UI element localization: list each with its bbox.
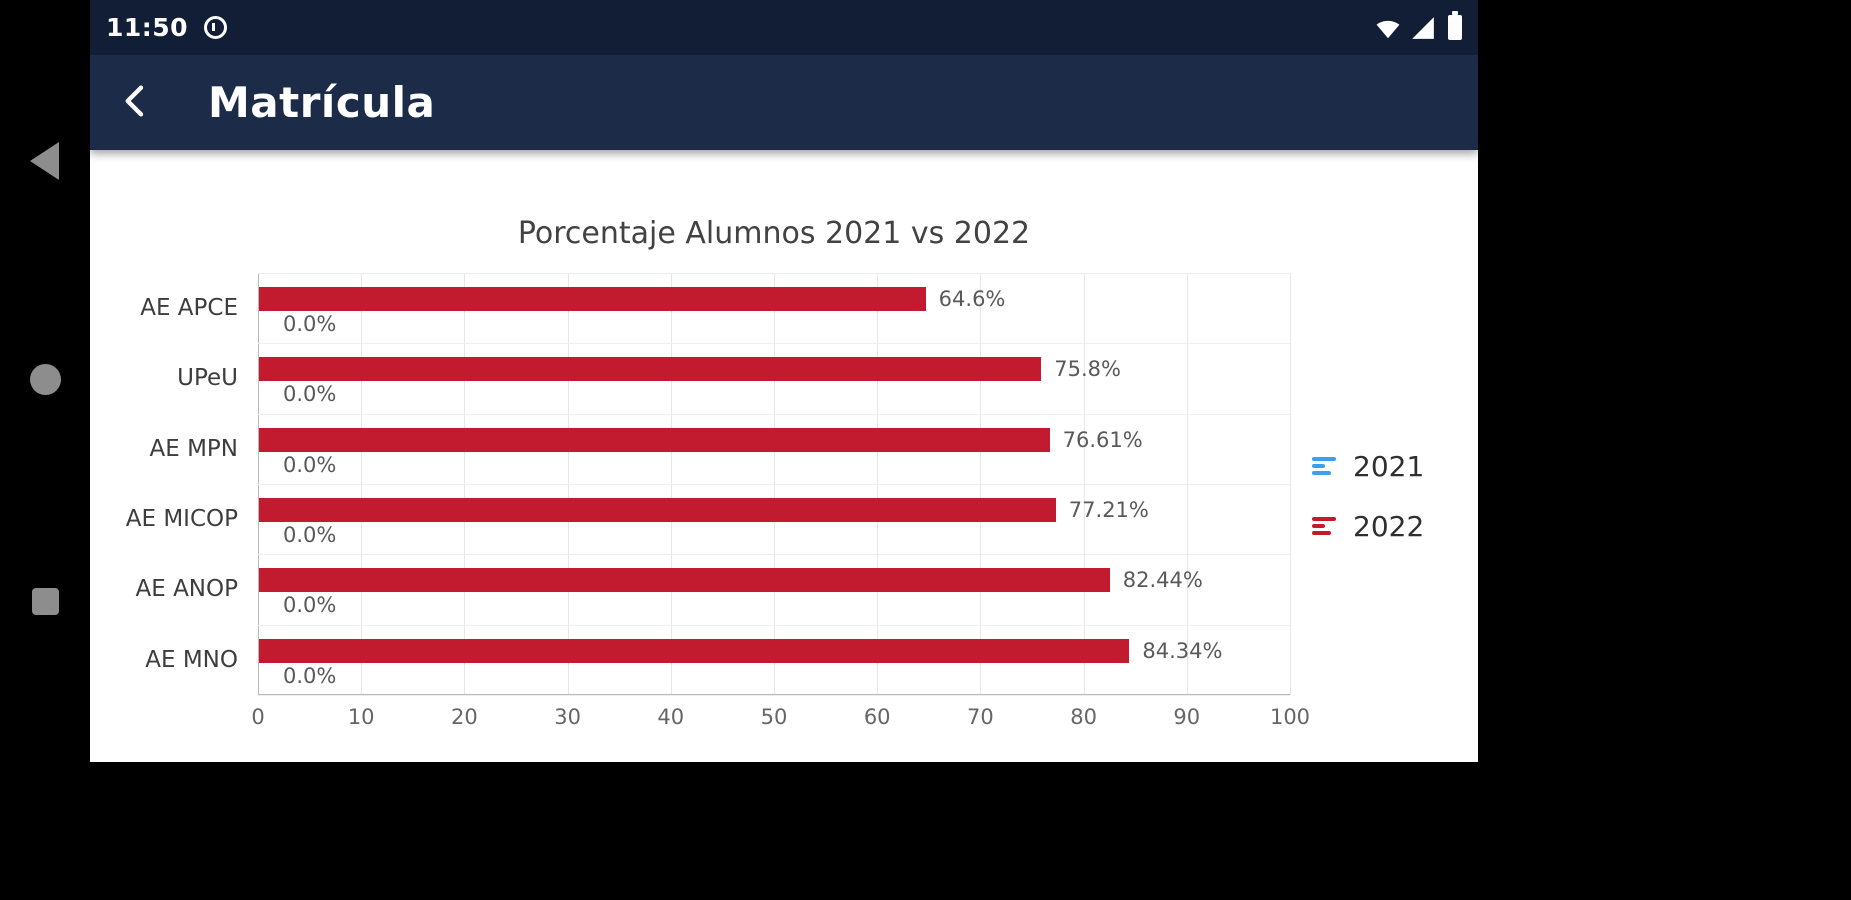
bar-2022 — [259, 427, 1050, 452]
chart-title: Porcentaje Alumnos 2021 vs 2022 — [517, 216, 1031, 251]
app-bar: Matrícula — [90, 55, 1478, 150]
bar-2022 — [259, 498, 1056, 522]
value-label-2021: 0.0% — [283, 382, 337, 407]
nav-home-button[interactable] — [30, 364, 61, 395]
x-tick-label: 0 — [251, 705, 265, 729]
category-label: AE ANOP — [135, 576, 239, 603]
gridline — [1290, 273, 1291, 695]
value-label-2022: 75.8% — [1054, 357, 1121, 382]
x-tick-label: 10 — [347, 705, 375, 729]
category-label: AE MICOP — [125, 506, 238, 533]
phone-screen: 11:50 Matrícula Porcentaje Alumnos 2021 … — [90, 0, 1478, 762]
x-tick-label: 80 — [1070, 705, 1097, 729]
bar-2022 — [259, 638, 1130, 663]
value-label-2021: 0.0% — [283, 452, 337, 477]
x-axis-ticks: 0 10 20 30 40 50 60 70 80 90 100 — [251, 705, 1310, 733]
category-label: AE APCE — [140, 295, 238, 322]
signal-icon — [1410, 15, 1436, 41]
value-label-2022: 84.34% — [1142, 638, 1223, 663]
value-label-2022: 64.6% — [938, 287, 1006, 311]
legend-marker-2021-icon — [1312, 457, 1338, 475]
bar-2022 — [259, 287, 926, 311]
gridline — [258, 695, 1290, 696]
gridline — [258, 554, 1290, 556]
status-icons — [1375, 11, 1462, 41]
gridline — [258, 413, 1290, 415]
legend-item-2022[interactable]: 2022 — [1312, 506, 1424, 546]
value-label-2022: 77.21% — [1068, 498, 1149, 522]
gridline — [258, 273, 1290, 274]
x-tick-label: 40 — [657, 705, 685, 729]
nav-recents-button[interactable] — [32, 588, 59, 615]
x-tick-label: 30 — [554, 705, 581, 729]
legend-label-2022: 2022 — [1353, 509, 1425, 543]
status-circle-icon — [204, 16, 228, 39]
bar-2022 — [259, 357, 1042, 382]
category-label: UPeU — [177, 365, 238, 392]
value-label-2021: 0.0% — [283, 663, 337, 688]
x-tick-label: 100 — [1269, 705, 1311, 729]
category-labels: AE APCE UPeU AE MPN AE MICOP AE ANOP AE MNO — [90, 273, 238, 695]
value-label-2022: 82.44% — [1122, 568, 1203, 593]
battery-icon — [1448, 11, 1462, 40]
content-area: Porcentaje Alumnos 2021 vs 2022 AE APCE U… — [90, 150, 1478, 762]
bar-2022 — [259, 568, 1110, 593]
page-title: Matrícula — [208, 78, 436, 127]
plot-area: 64.6% 0.0% 75.8% 0.0% 76.61% 0.0% 77.21% 0.0% 82… — [258, 273, 1291, 696]
chevron-left-icon — [116, 81, 156, 125]
status-time: 11:50 — [106, 13, 189, 42]
legend-marker-2022-icon — [1312, 517, 1338, 535]
x-tick-label: 70 — [967, 705, 994, 729]
back-button[interactable] — [108, 75, 164, 131]
value-label-2021: 0.0% — [283, 593, 337, 618]
category-label: AE MPN — [149, 435, 239, 462]
legend-label-2021: 2021 — [1353, 449, 1425, 483]
legend-item-2021[interactable]: 2021 — [1312, 446, 1424, 486]
status-bar: 11:50 — [90, 0, 1478, 55]
x-tick-label: 50 — [760, 705, 788, 729]
nav-back-button[interactable] — [30, 142, 59, 180]
gridline — [258, 343, 1290, 345]
value-label-2021: 0.0% — [283, 523, 337, 547]
x-tick-label: 20 — [451, 705, 478, 729]
x-tick-label: 60 — [863, 705, 891, 729]
x-axis-line — [258, 694, 1290, 695]
category-label: AE MNO — [145, 646, 238, 673]
gridline — [258, 484, 1290, 485]
gridline — [258, 624, 1290, 626]
chart-legend: 2021 2022 — [1312, 446, 1424, 566]
value-label-2022: 76.61% — [1062, 427, 1143, 452]
x-tick-label: 90 — [1173, 705, 1201, 729]
wifi-icon — [1375, 15, 1401, 41]
value-label-2021: 0.0% — [283, 312, 337, 336]
